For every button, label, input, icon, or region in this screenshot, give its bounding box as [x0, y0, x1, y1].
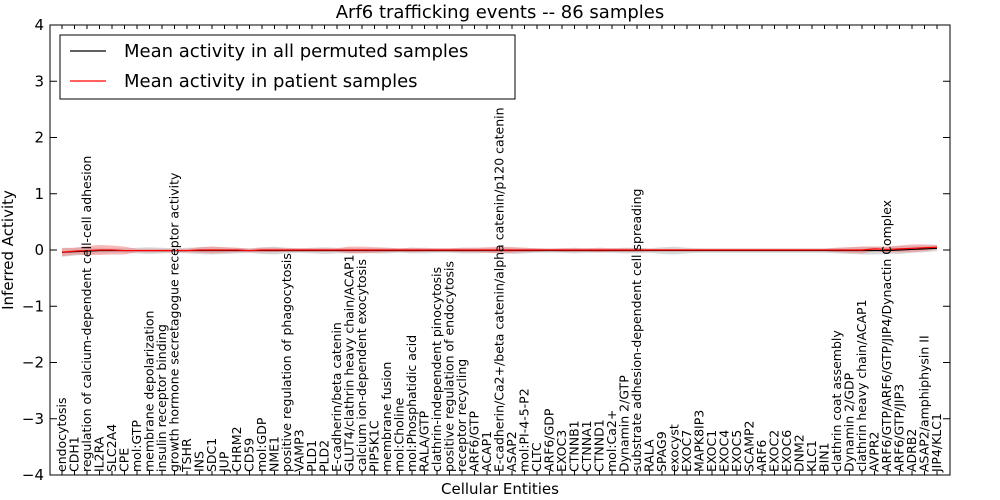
x-category-label: SPAG9 — [654, 431, 669, 472]
x-category-label: ASAP2 — [504, 431, 519, 472]
x-category-label: KLC1 — [804, 440, 819, 472]
x-category-label: SCAMP2 — [742, 421, 757, 473]
y-tick-label: 1 — [34, 185, 44, 203]
x-category-label: CLTC — [529, 442, 544, 472]
x-category-label: insulin receptor binding — [154, 324, 169, 472]
legend-label-permuted: Mean activity in all permuted samples — [124, 41, 468, 62]
x-category-label: positive regulation of endocytosis — [442, 261, 457, 472]
x-category-label: growth hormone secretagogue receptor act… — [167, 172, 182, 472]
x-category-label: ASAP2/amphiphysin II — [917, 335, 932, 472]
x-category-label: SDC1 — [204, 438, 219, 472]
x-category-label: EXOC7 — [679, 430, 694, 472]
y-tick-label: −3 — [22, 410, 44, 428]
x-category-label: IL2RA — [92, 436, 107, 472]
x-category-label: ARF6/GDP — [542, 408, 557, 472]
x-category-label: Dynamin 2/GTP — [617, 375, 632, 472]
x-category-label: mol:GDP — [254, 417, 269, 472]
x-category-label: CDH1 — [67, 436, 82, 472]
x-category-label: EXOC2 — [767, 430, 782, 472]
x-category-label: mol:Ca2+ — [604, 410, 619, 472]
x-category-label: Dynamin 2/GDP — [842, 372, 857, 472]
x-category-label: mol:PI-4-5-P2 — [517, 388, 532, 472]
x-category-label: PLD2 — [317, 440, 332, 472]
x-category-label: CD59 — [242, 438, 257, 472]
y-axis-label: Inferred Activity — [0, 190, 17, 310]
line-series-1 — [61, 246, 938, 253]
x-category-label: RALA — [642, 439, 657, 472]
x-category-label: ARF6/GTP/JIP3 — [892, 384, 907, 472]
x-category-label: ADRB2 — [904, 429, 919, 472]
x-category-label: membrane fusion — [379, 362, 394, 472]
x-category-label: EXOC1 — [704, 430, 719, 472]
x-category-label: receptor recycling — [454, 359, 469, 472]
x-category-label: E-cadherin/Ca2+/beta catenin/alpha caten… — [492, 107, 507, 472]
x-category-label: calcium ion-dependent exocytosis — [354, 259, 369, 472]
x-category-label: DNM2 — [792, 434, 807, 472]
x-category-label: AVPR2 — [867, 432, 882, 472]
x-category-label: CHRM2 — [229, 426, 244, 472]
legend-box — [59, 34, 516, 100]
x-category-label: clathrin heavy chain/ACAP1 — [854, 299, 869, 472]
x-category-label: TSHR — [179, 438, 194, 473]
x-category-label: MAPK8IP3 — [692, 410, 707, 472]
x-category-label: JIP4/KLC1 — [929, 413, 944, 473]
series-lines — [61, 246, 938, 253]
x-category-label: BIN1 — [817, 442, 832, 472]
x-category-label: mol:GTP — [129, 420, 144, 472]
chart-title: Arf6 trafficking events -- 86 samples — [336, 2, 665, 23]
x-category-label: ARF6/GTP — [467, 411, 482, 472]
x-category-label: mol:Choline — [392, 397, 407, 472]
x-category-label: RALA/GTP — [417, 410, 432, 472]
y-tick-label: 3 — [34, 72, 44, 90]
x-category-label: JUP — [217, 451, 232, 473]
x-category-label: clathrin coat assembly — [829, 330, 844, 472]
x-category-label: membrane depolarization — [142, 311, 157, 472]
legend: Mean activity in all permuted samples Me… — [59, 34, 516, 100]
x-category-label: SLC2A4 — [104, 424, 119, 472]
x-category-label: E-cadherin/beta catenin — [329, 322, 344, 472]
x-category-label: GLUT4/clathrin heavy chain/ACAP1 — [342, 254, 357, 472]
x-category-label: EXOC5 — [729, 430, 744, 472]
x-category-label: EXOC4 — [717, 430, 732, 472]
x-category-label: positive regulation of phagocytosis — [279, 253, 294, 472]
x-category-label: ACAP1 — [479, 431, 494, 472]
y-tick-label: 0 — [34, 241, 44, 259]
y-tick-label: −4 — [22, 466, 44, 484]
x-category-label: clathrin-independent pinocytosis — [429, 267, 444, 472]
legend-label-patient: Mean activity in patient samples — [124, 71, 418, 92]
x-category-label: substrate adhesion-dependent cell spread… — [629, 189, 644, 472]
y-tick-label: −2 — [22, 354, 44, 372]
x-axis-ticks — [61, 25, 938, 475]
x-category-label: mol:Phosphatidic acid — [404, 335, 419, 472]
y-axis-ticks: −4 −3 −2 −1 0 1 2 3 4 — [22, 16, 950, 484]
x-category-label: PIP5K1C — [367, 420, 382, 472]
x-category-label: PLD1 — [304, 440, 319, 472]
x-category-label: NME1 — [267, 436, 282, 472]
y-tick-label: 4 — [34, 16, 44, 34]
x-category-label: VAMP3 — [292, 429, 307, 472]
x-category-label: ARF6 — [754, 440, 769, 472]
x-category-label: regulation of calcium-dependent cell-cel… — [79, 156, 94, 472]
x-axis-label: Cellular Entities — [441, 480, 559, 498]
x-category-label: CPE — [117, 448, 132, 472]
x-category-label: exocyst — [667, 424, 682, 472]
x-category-label: CTNNB1 — [567, 420, 582, 472]
x-category-label: ARF6/GTP/ARF6/GTP/JIP4/Dynactin Complex — [879, 200, 894, 472]
x-category-label: EXOC3 — [554, 430, 569, 472]
x-category-label: endocytosis — [54, 397, 69, 472]
y-tick-label: −1 — [22, 297, 44, 315]
x-category-label: CTNND1 — [592, 419, 607, 472]
x-category-label: EXOC6 — [779, 430, 794, 472]
x-category-label: INS — [192, 451, 207, 472]
y-tick-label: 2 — [34, 129, 44, 147]
x-category-label: CTNNA1 — [579, 420, 594, 472]
